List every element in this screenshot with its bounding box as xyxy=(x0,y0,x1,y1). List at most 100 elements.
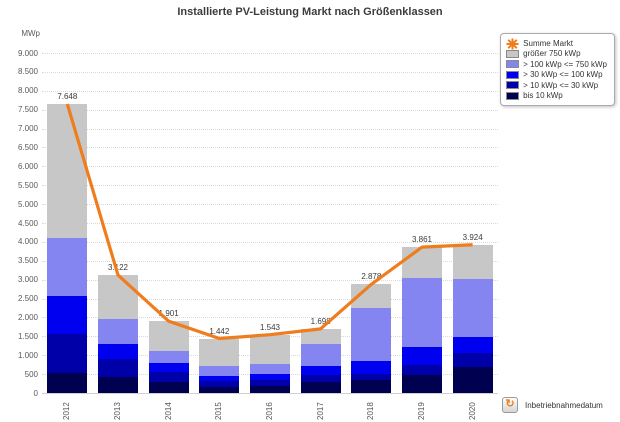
chart-title: Installierte PV-Leistung Markt nach Größ… xyxy=(177,6,443,18)
y-tick-label: 2.000 xyxy=(17,312,38,322)
bar-total-label: 2.878 xyxy=(361,272,382,282)
bar-segment[interactable] xyxy=(148,351,189,364)
bar-segment[interactable] xyxy=(47,372,88,393)
x-axis-label: 2019 xyxy=(417,402,426,420)
y-tick-label: 8.000 xyxy=(17,86,38,96)
legend-item[interactable]: > 30 kWp <= 100 kWp xyxy=(506,70,607,81)
bar-segment[interactable] xyxy=(98,376,138,393)
x-axis-label: 2020 xyxy=(467,402,477,420)
bar-segment[interactable] xyxy=(402,247,442,278)
bar-segment[interactable] xyxy=(98,275,138,320)
bar-segment[interactable] xyxy=(148,372,189,382)
bar-total-label: 1.543 xyxy=(259,322,281,332)
legend-item[interactable]: Summe Markt xyxy=(506,38,607,50)
bar-segment[interactable] xyxy=(47,237,88,297)
legend-item[interactable]: größer 750 kWp xyxy=(506,49,607,60)
bar-segment[interactable] xyxy=(351,307,392,362)
bar-segment[interactable] xyxy=(351,380,392,393)
x-axis-label: 2016 xyxy=(265,402,274,420)
gridline xyxy=(42,279,498,281)
bar-segment[interactable] xyxy=(250,334,290,365)
bar-segment[interactable] xyxy=(199,386,240,393)
x-axis-label: 2018 xyxy=(366,402,376,420)
y-tick-label: 4.500 xyxy=(17,218,38,228)
gridline xyxy=(42,185,498,187)
gridline xyxy=(42,109,498,111)
y-tick-label: 500 xyxy=(24,369,38,379)
bar-segment[interactable] xyxy=(452,337,493,354)
bar-segment[interactable] xyxy=(300,343,341,366)
bar-segment[interactable] xyxy=(199,375,240,382)
legend-color-swatch xyxy=(506,91,520,100)
bar-segment[interactable] xyxy=(300,365,341,376)
bar-segment[interactable] xyxy=(351,284,392,308)
legend-item-label: Summe Markt xyxy=(523,38,573,48)
bar-segment[interactable] xyxy=(98,343,138,359)
bar-segment[interactable] xyxy=(250,385,290,393)
bar-segment[interactable] xyxy=(452,244,493,280)
bar-segment[interactable] xyxy=(402,347,442,365)
bar-segment[interactable] xyxy=(98,319,138,344)
legend-item[interactable]: bis 10 kWp xyxy=(506,91,607,102)
gridline xyxy=(42,128,498,130)
bar-total-label: 1.901 xyxy=(158,309,179,319)
y-tick-label: 1.500 xyxy=(17,331,38,341)
legend-item[interactable]: > 10 kWp <= 30 kWp xyxy=(506,80,607,91)
bar-segment[interactable] xyxy=(351,361,392,374)
bar-segment[interactable] xyxy=(300,328,341,344)
bar-segment[interactable] xyxy=(300,375,341,383)
x-axis-label: 2012 xyxy=(62,402,72,420)
bar-segment[interactable] xyxy=(148,381,189,393)
bar-segment[interactable] xyxy=(402,374,442,393)
y-tick-label: 3.000 xyxy=(17,275,38,285)
gridline xyxy=(42,317,498,319)
circular-arrow-icon[interactable]: ↻ xyxy=(502,397,518,413)
bar-total-label: 3.924 xyxy=(462,232,483,242)
dimension-footer: ↻ Inbetriebnahmedatum xyxy=(502,397,603,413)
bar-segment[interactable] xyxy=(402,277,442,348)
x-axis-label: 2014 xyxy=(163,402,173,420)
bar-total-label: 1.442 xyxy=(209,326,230,336)
gridline xyxy=(42,204,498,206)
gridline xyxy=(42,260,498,262)
legend-item-label: bis 10 kWp xyxy=(523,91,563,101)
bar-segment[interactable] xyxy=(199,365,240,376)
bar-segment[interactable] xyxy=(402,364,442,375)
bar-segment[interactable] xyxy=(47,333,88,373)
y-tick-label: 5.000 xyxy=(17,199,38,209)
legend-color-swatch xyxy=(506,49,520,58)
y-axis-unit-label: MWp xyxy=(21,29,40,38)
summe-markt-line xyxy=(65,103,473,341)
gridline xyxy=(42,166,498,168)
bar-segment[interactable] xyxy=(351,373,392,381)
legend-color-swatch xyxy=(506,70,520,79)
gridline xyxy=(42,71,498,73)
y-tick-label: 7.000 xyxy=(17,124,38,134)
y-tick-label: 2.500 xyxy=(17,294,38,304)
bar-segment[interactable] xyxy=(47,104,88,238)
bar-segment[interactable] xyxy=(148,363,189,373)
legend-item[interactable]: > 100 kWp <= 750 kWp xyxy=(506,59,607,70)
bar-total-label: 1.698 xyxy=(310,316,331,326)
legend-box: Summe Markt größer 750 kWp > 100 kWp <= 75… xyxy=(500,33,615,106)
y-tick-label: 1.000 xyxy=(17,350,38,360)
bar-segment[interactable] xyxy=(250,373,290,381)
x-axis-label: 2013 xyxy=(113,402,122,420)
bar-total-label: 7.648 xyxy=(57,92,78,102)
bar-segment[interactable] xyxy=(452,366,493,393)
bar-total-label: 3.861 xyxy=(411,235,433,245)
bar-segment[interactable] xyxy=(250,364,290,374)
y-tick-label: 4.000 xyxy=(17,237,38,247)
bar-segment[interactable] xyxy=(47,296,88,334)
bar-segment[interactable] xyxy=(452,279,493,338)
bar-segment[interactable] xyxy=(452,353,493,367)
bar-segment[interactable] xyxy=(300,382,341,393)
bar-segment[interactable] xyxy=(250,380,290,386)
gridline xyxy=(42,90,498,92)
y-tick-label: 3.500 xyxy=(17,256,38,266)
bar-segment[interactable] xyxy=(199,338,240,366)
x-axis-label: 2015 xyxy=(214,402,224,420)
bar-segment[interactable] xyxy=(199,381,240,387)
bar-segment[interactable] xyxy=(98,358,138,377)
